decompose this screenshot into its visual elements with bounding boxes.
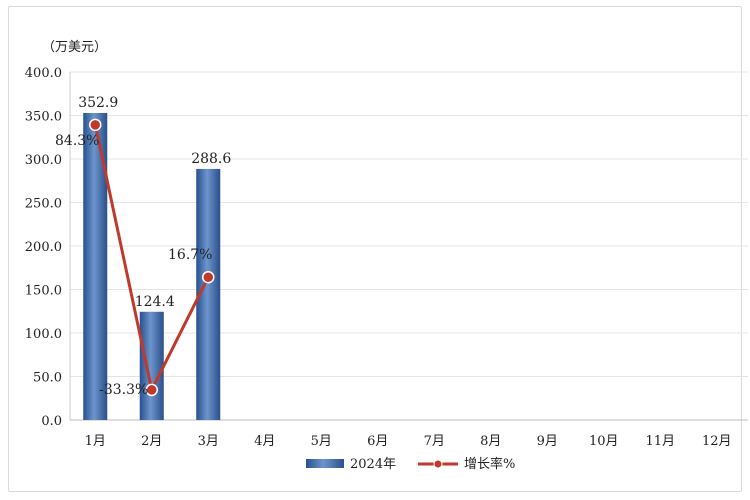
y-tick-label: 250.0 — [25, 197, 62, 212]
bar-value-label: 124.4 — [135, 294, 175, 310]
growth-point — [89, 118, 102, 132]
x-tick-label: 6月 — [367, 434, 388, 449]
growth-line-series — [89, 118, 215, 397]
x-tick-label: 9月 — [537, 434, 558, 449]
y-tick-label: 150.0 — [25, 284, 62, 299]
y-tick-label: 300.0 — [25, 153, 62, 168]
legend-bar-label: 2024年 — [350, 457, 396, 472]
x-tick-label: 10月 — [589, 434, 619, 449]
chart-frame — [8, 6, 742, 492]
x-tick-label: 3月 — [198, 434, 219, 449]
y-tick-label: 50.0 — [33, 371, 62, 386]
gridlines — [69, 71, 748, 421]
growth-point — [202, 270, 215, 284]
x-tick-label: 7月 — [424, 434, 445, 449]
bar-labels: 352.9 124.4 288.6 — [78, 95, 231, 310]
bar-value-label: 352.9 — [78, 95, 118, 111]
y-tick-label: 200.0 — [25, 240, 62, 255]
y-tick-label: 0.0 — [41, 414, 62, 429]
x-tick-label: 4月 — [254, 434, 275, 449]
legend-bar-swatch — [306, 459, 344, 468]
y-tick-label: 100.0 — [25, 327, 62, 342]
x-tick-label: 11月 — [645, 434, 675, 449]
x-tick-label: 5月 — [311, 434, 332, 449]
y-tick-label: 400.0 — [25, 66, 62, 81]
x-tick-label: 2月 — [141, 434, 162, 449]
bar-value-label: 288.6 — [191, 151, 231, 167]
x-axis-ticks: 1月 2月 3月 4月 5月 6月 7月 8月 9月 10月 11月 12月 — [85, 434, 732, 449]
x-tick-label: 12月 — [702, 434, 732, 449]
growth-value-label: 16.7% — [168, 247, 212, 263]
unit-label: （万美元） — [42, 40, 107, 55]
legend-line-label: 增长率% — [464, 456, 515, 472]
legend-line-marker — [433, 459, 443, 469]
x-tick-label: 1月 — [85, 434, 106, 449]
growth-labels: 84.3% -33.3% 16.7% — [55, 133, 212, 398]
y-axis-ticks: 0.0 50.0 100.0 150.0 200.0 250.0 300.0 350.0 400… — [25, 66, 62, 429]
growth-value-label: 84.3% — [55, 133, 99, 149]
bar — [139, 311, 164, 420]
growth-point — [145, 383, 158, 397]
growth-value-label: -33.3% — [99, 382, 148, 398]
y-tick-label: 350.0 — [25, 110, 62, 125]
x-tick-label: 8月 — [480, 434, 501, 449]
legend: 2024年 增长率% — [306, 456, 515, 472]
